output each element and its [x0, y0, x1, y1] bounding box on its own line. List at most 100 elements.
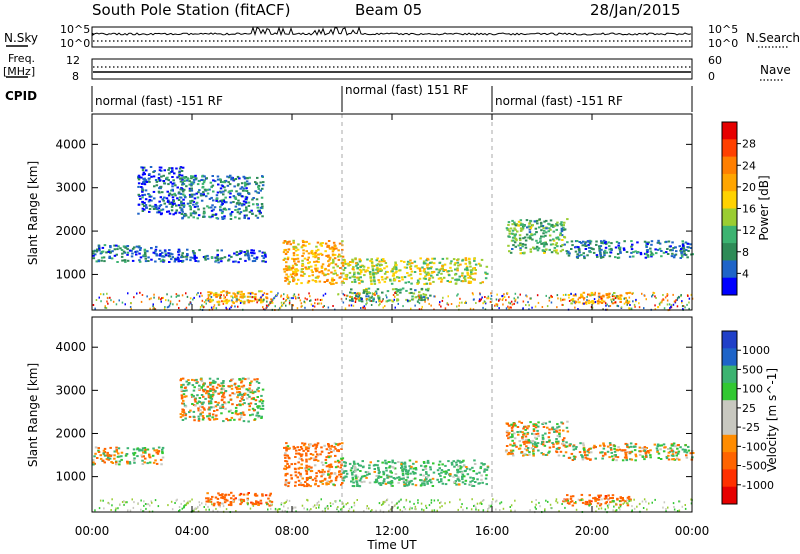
velocity-echo-cell: [685, 456, 689, 459]
power-echo-cell: [235, 202, 239, 205]
velocity-echo-cell: [422, 474, 425, 477]
power-echo-cell: [376, 266, 379, 269]
velocity-clutter-cell: [384, 500, 387, 503]
power-echo-cell: [165, 197, 169, 200]
power-echo-cell: [547, 222, 550, 225]
velocity-echo-cell: [148, 461, 152, 464]
power-echo-cell: [419, 295, 423, 298]
power-echo-cell: [471, 269, 474, 272]
power-clutter-cell: [314, 298, 317, 301]
velocity-echo-cell: [255, 494, 259, 497]
colorbar-band: [722, 122, 737, 140]
velocity-clutter-cell: [382, 502, 385, 505]
velocity-echo-cell: [409, 467, 412, 470]
velocity-clutter-cell: [639, 502, 641, 505]
power-echo-cell: [206, 257, 210, 260]
power-echo-cell: [236, 184, 240, 187]
velocity-echo-cell: [208, 414, 211, 417]
power-echo-cell: [529, 220, 533, 223]
power-echo-cell: [317, 253, 320, 256]
power-echo-cell: [261, 205, 264, 208]
power-echo-cell: [389, 278, 392, 281]
power-echo-cell: [364, 270, 367, 273]
power-echo-cell: [168, 212, 172, 215]
power-echo-cell: [382, 258, 385, 261]
power-echo-cell: [556, 224, 559, 227]
power-echo-cell: [332, 272, 335, 275]
power-echo-cell: [211, 175, 214, 177]
velocity-echo-cell: [401, 470, 404, 473]
power-echo-cell: [617, 242, 621, 245]
power-echo-cell: [561, 244, 564, 246]
velocity-echo-cell: [237, 385, 240, 388]
velocity-echo-cell: [619, 497, 623, 500]
velocity-echo-cell: [555, 430, 558, 433]
velocity-clutter-cell: [636, 505, 638, 508]
power-echo-cell: [92, 252, 95, 255]
power-clutter-cell: [676, 297, 679, 300]
power-echo-cell: [627, 300, 631, 303]
velocity-echo-cell: [624, 500, 627, 503]
power-echo-cell: [449, 262, 452, 265]
velocity-echo-cell: [209, 394, 212, 397]
velocity-clutter-cell: [600, 507, 603, 510]
power-echo-cell: [143, 252, 147, 254]
power-echo-cell: [197, 191, 200, 194]
power-echo-cell: [108, 249, 111, 252]
power-clutter-cell: [652, 291, 654, 294]
velocity-echo-cell: [305, 464, 308, 467]
power-echo-cell: [603, 250, 606, 253]
power-echo-cell: [351, 258, 354, 261]
power-echo-cell: [339, 267, 342, 269]
power-echo-cell: [365, 291, 369, 294]
power-echo-cell: [296, 257, 300, 260]
power-echo-cell: [416, 267, 420, 270]
velocity-clutter-cell: [198, 501, 200, 504]
power-echo-cell: [246, 183, 249, 186]
power-clutter-cell: [556, 306, 558, 309]
power-echo-cell: [168, 172, 171, 175]
power-echo-cell: [511, 219, 514, 222]
velocity-echo-cell: [358, 485, 362, 488]
velocity-echo-cell: [230, 387, 234, 390]
power-echo-cell: [346, 263, 350, 266]
velocity-echo-cell: [256, 378, 259, 381]
power-echo-cell: [148, 208, 152, 210]
power-echo-cell: [177, 175, 181, 178]
power-echo-cell: [287, 275, 290, 278]
velocity-clutter-cell: [343, 505, 345, 508]
velocity-echo-cell: [311, 453, 315, 456]
power-echo-cell: [131, 252, 134, 255]
power-echo-cell: [540, 229, 543, 232]
velocity-clutter-cell: [409, 500, 411, 503]
velocity-echo-cell: [406, 476, 409, 479]
power-echo-cell: [342, 269, 346, 272]
power-clutter-cell: [162, 296, 164, 299]
power-echo-cell: [212, 199, 215, 202]
velocity-echo-cell: [198, 384, 201, 387]
velocity-echo-cell: [610, 451, 613, 454]
power-echo-cell: [98, 249, 101, 252]
power-echo-cell: [671, 252, 674, 255]
velocity-echo-cell: [593, 444, 596, 447]
velocity-echo-cell: [359, 470, 362, 472]
power-echo-cell: [580, 254, 583, 256]
power-echo-cell: [307, 252, 311, 255]
velocity-echo-cell: [243, 413, 246, 416]
velocity-echo-cell: [300, 455, 303, 458]
power-echo-cell: [332, 241, 336, 244]
velocity-clutter-cell: [167, 504, 169, 507]
power-echo-cell: [422, 262, 426, 265]
velocity-echo-cell: [656, 443, 660, 446]
velocity-clutter-cell: [626, 499, 628, 502]
power-clutter-cell: [380, 300, 383, 303]
power-clutter-cell: [201, 294, 203, 297]
power-clutter-cell: [263, 298, 265, 301]
power-echo-cell: [227, 176, 231, 179]
power-echo-cell: [436, 273, 439, 276]
velocity-echo-cell: [305, 454, 308, 457]
velocity-echo-cell: [157, 450, 160, 453]
velocity-echo-cell: [626, 504, 630, 507]
velocity-echo-cell: [180, 397, 184, 400]
power-echo-cell: [108, 255, 111, 258]
